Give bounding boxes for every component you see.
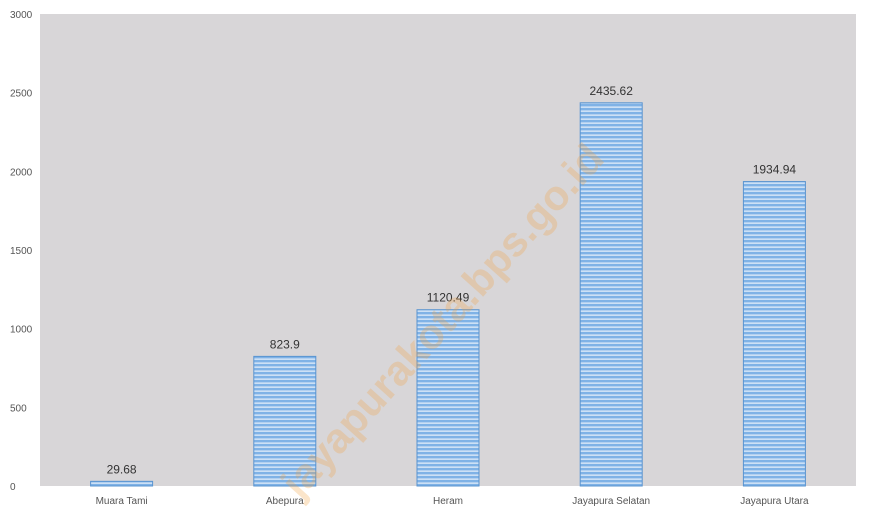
y-tick-label: 1500 [10,246,33,257]
bar [416,309,480,487]
data-label: 1120.49 [427,291,470,305]
x-tick-label: Abepura [266,496,304,507]
y-tick-label: 3000 [10,10,33,21]
y-tick-label: 1000 [10,325,33,336]
bar [90,480,154,487]
y-tick-label: 500 [10,403,27,414]
data-label: 29.68 [107,462,137,476]
y-axis: 0 500 1000 1500 2000 2500 3000 [10,10,33,493]
x-tick-label: Jayapura Utara [740,496,809,507]
bars: 29.68 823.9 1120.49 2435.62 1934.94 [90,84,806,487]
x-tick-label: Muara Tami [96,496,148,507]
x-tick-label: Jayapura Selatan [572,496,650,507]
data-label: 1934.94 [753,163,797,177]
y-tick-label: 2500 [10,89,33,100]
bar [253,355,317,487]
bar [742,181,806,487]
data-label: 823.9 [270,337,300,351]
x-axis: Muara Tami Abepura Heram Jayapura Selatan Ja… [96,496,809,507]
data-label: 2435.62 [590,84,634,98]
y-tick-label: 0 [10,482,16,493]
bar [579,102,643,487]
y-tick-label: 2000 [10,167,33,178]
x-tick-label: Heram [433,496,463,507]
